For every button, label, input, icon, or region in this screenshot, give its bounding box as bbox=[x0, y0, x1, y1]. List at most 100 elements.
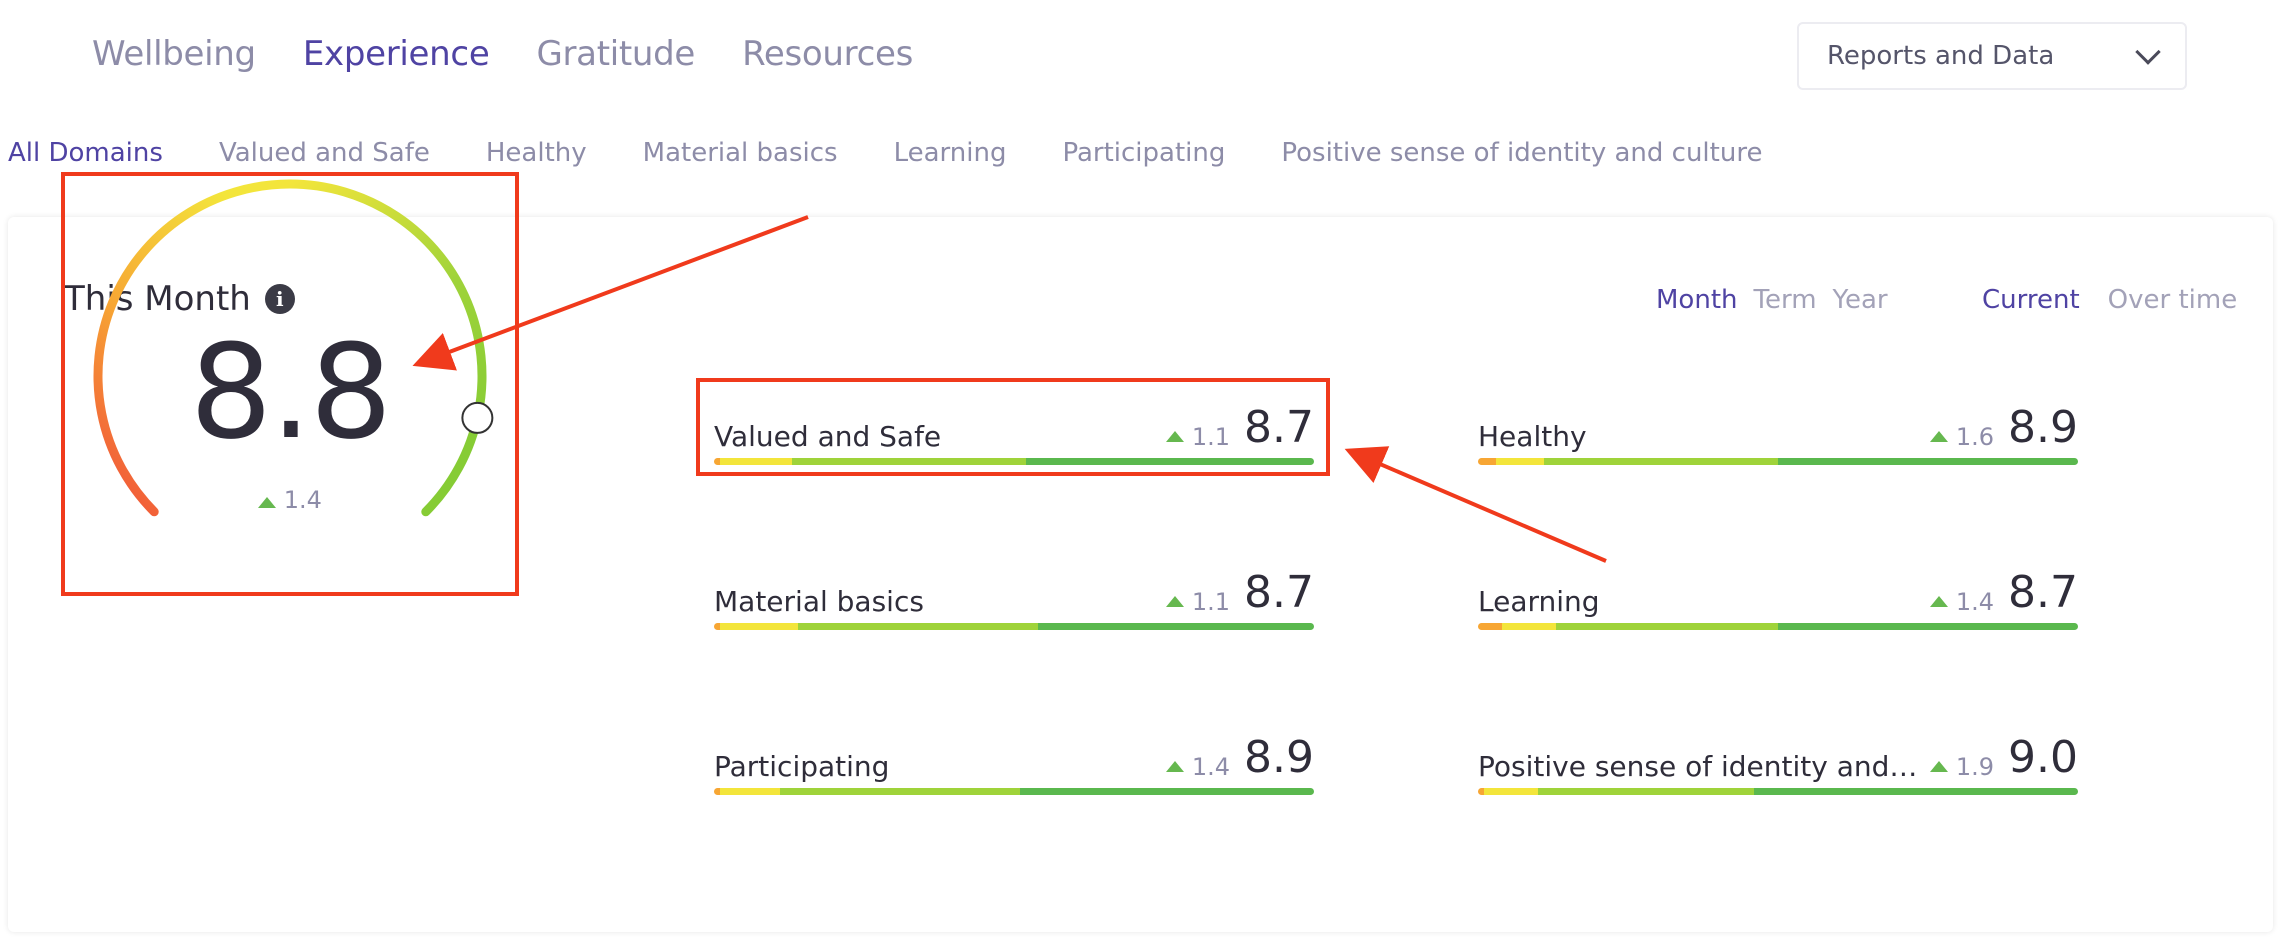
card-title: This Month i bbox=[64, 279, 295, 319]
period-toggle: Month Term Year bbox=[1656, 285, 1888, 315]
domain-tab-material-basics[interactable]: Material basics bbox=[642, 138, 838, 168]
domain-delta: 1.1 bbox=[1165, 422, 1231, 451]
score-bar-band bbox=[798, 623, 1038, 630]
gauge-delta-value: 1.4 bbox=[283, 486, 322, 514]
domain-learning[interactable]: Learning 1.4 8.7 bbox=[1478, 567, 2078, 630]
domain-score: 9.0 bbox=[2008, 732, 2078, 783]
trend-up-icon bbox=[1165, 761, 1184, 772]
tab-resources[interactable]: Resources bbox=[742, 34, 913, 74]
tab-experience[interactable]: Experience bbox=[302, 34, 490, 74]
domain-name: Learning bbox=[1478, 585, 1600, 618]
domain-participating[interactable]: Participating 1.4 8.9 bbox=[714, 732, 1314, 795]
view-over-time[interactable]: Over time bbox=[2107, 285, 2238, 315]
score-bar-band bbox=[1778, 458, 2078, 465]
domain-delta-value: 1.1 bbox=[1191, 587, 1231, 616]
domain-identity-culture[interactable]: Positive sense of identity and cu... 1.9 9… bbox=[1478, 732, 2078, 795]
tab-wellbeing[interactable]: Wellbeing bbox=[92, 34, 256, 74]
domain-score: 8.7 bbox=[1244, 567, 1314, 618]
domain-metrics: 1.1 8.7 bbox=[1165, 567, 1314, 618]
gauge-delta: 1.4 bbox=[65, 486, 515, 514]
domain-tab-all[interactable]: All Domains bbox=[8, 138, 163, 168]
domain-metrics: 1.6 8.9 bbox=[1929, 402, 2078, 453]
score-bar-band bbox=[1496, 458, 1544, 465]
gauge-arc-low bbox=[93, 179, 295, 517]
score-bar-band bbox=[1538, 788, 1754, 795]
score-bar-band bbox=[1038, 623, 1314, 630]
score-bar-band bbox=[1502, 623, 1556, 630]
score-bar-band bbox=[1478, 458, 1496, 465]
domain-score-bar bbox=[1478, 623, 2078, 630]
score-bar-band bbox=[1478, 788, 1484, 795]
domain-valued-safe[interactable]: Valued and Safe 1.1 8.7 bbox=[714, 402, 1314, 465]
gauge-value: 8.8 bbox=[189, 316, 393, 468]
tab-gratitude[interactable]: Gratitude bbox=[536, 34, 696, 74]
score-bar-band bbox=[1484, 788, 1538, 795]
domain-score-bar bbox=[714, 458, 1314, 465]
score-bar-band bbox=[714, 458, 720, 465]
trend-up-icon bbox=[1929, 761, 1948, 772]
score-bar-band bbox=[1026, 458, 1314, 465]
domain-tab-participating[interactable]: Participating bbox=[1062, 138, 1226, 168]
domain-metrics: 1.4 8.7 bbox=[1929, 567, 2078, 618]
score-bar-band bbox=[1778, 623, 2078, 630]
domain-name: Participating bbox=[714, 750, 890, 783]
domain-nav: All Domains Valued and Safe Healthy Mate… bbox=[8, 138, 1762, 168]
domain-metrics: 1.9 9.0 bbox=[1929, 732, 2078, 783]
domain-delta: 1.1 bbox=[1165, 587, 1231, 616]
domain-name: Positive sense of identity and cu... bbox=[1478, 750, 1918, 783]
domain-tab-valued-safe[interactable]: Valued and Safe bbox=[218, 138, 430, 168]
gauge-marker bbox=[461, 401, 494, 434]
score-bar-band bbox=[720, 788, 780, 795]
domain-name: Healthy bbox=[1478, 420, 1587, 453]
info-icon[interactable]: i bbox=[264, 284, 295, 314]
chevron-down-icon bbox=[2135, 39, 2161, 65]
domain-delta: 1.6 bbox=[1929, 422, 1995, 451]
score-bar-band bbox=[720, 623, 798, 630]
score-bar-band bbox=[1556, 623, 1778, 630]
period-month[interactable]: Month bbox=[1656, 285, 1738, 315]
trend-up-icon bbox=[1165, 596, 1184, 607]
score-bar-band bbox=[720, 458, 792, 465]
domain-score-bar bbox=[714, 788, 1314, 795]
domain-delta-value: 1.4 bbox=[1955, 587, 1995, 616]
domain-delta: 1.9 bbox=[1929, 752, 1995, 781]
period-year[interactable]: Year bbox=[1832, 285, 1888, 315]
domain-delta: 1.4 bbox=[1165, 752, 1231, 781]
reports-dropdown-label: Reports and Data bbox=[1827, 41, 2055, 71]
reports-dropdown[interactable]: Reports and Data bbox=[1797, 22, 2187, 90]
domain-score: 8.7 bbox=[2008, 567, 2078, 618]
domain-delta-value: 1.4 bbox=[1191, 752, 1231, 781]
domain-metrics: 1.4 8.9 bbox=[1165, 732, 1314, 783]
domain-healthy[interactable]: Healthy 1.6 8.9 bbox=[1478, 402, 2078, 465]
card-title-text: This Month bbox=[64, 279, 251, 319]
view-current[interactable]: Current bbox=[1982, 285, 2080, 315]
domain-score-bar bbox=[714, 623, 1314, 630]
highlight-box-valued-safe bbox=[696, 378, 1330, 476]
domain-tab-identity-culture[interactable]: Positive sense of identity and culture bbox=[1281, 138, 1763, 168]
summary-card: This Month i Month Term Year Current Ove… bbox=[8, 217, 2273, 932]
domain-score: 8.7 bbox=[1244, 402, 1314, 453]
domain-material-basics[interactable]: Material basics 1.1 8.7 bbox=[714, 567, 1314, 630]
top-nav: Wellbeing Experience Gratitude Resources bbox=[92, 34, 913, 74]
domain-delta-value: 1.1 bbox=[1191, 422, 1231, 451]
score-bar-band bbox=[1544, 458, 1778, 465]
trend-up-icon bbox=[1929, 596, 1948, 607]
domain-delta-value: 1.6 bbox=[1955, 422, 1995, 451]
domain-score-bar bbox=[1478, 458, 2078, 465]
score-bar-band bbox=[714, 623, 720, 630]
domain-delta: 1.4 bbox=[1929, 587, 1995, 616]
domain-tab-learning[interactable]: Learning bbox=[893, 138, 1007, 168]
score-bar-band bbox=[780, 788, 1020, 795]
domain-score: 8.9 bbox=[2008, 402, 2078, 453]
period-term[interactable]: Term bbox=[1753, 285, 1817, 315]
overall-gauge: 8.8 1.4 bbox=[61, 172, 519, 596]
domain-metrics: 1.1 8.7 bbox=[1165, 402, 1314, 453]
domain-score-bar bbox=[1478, 788, 2078, 795]
score-bar-band bbox=[1754, 788, 2078, 795]
score-bar-band bbox=[714, 788, 720, 795]
domain-delta-value: 1.9 bbox=[1955, 752, 1995, 781]
view-toggle: Current Over time bbox=[1982, 285, 2237, 315]
score-bar-band bbox=[1478, 623, 1502, 630]
domain-tab-healthy[interactable]: Healthy bbox=[485, 138, 587, 168]
score-bar-band bbox=[792, 458, 1026, 465]
